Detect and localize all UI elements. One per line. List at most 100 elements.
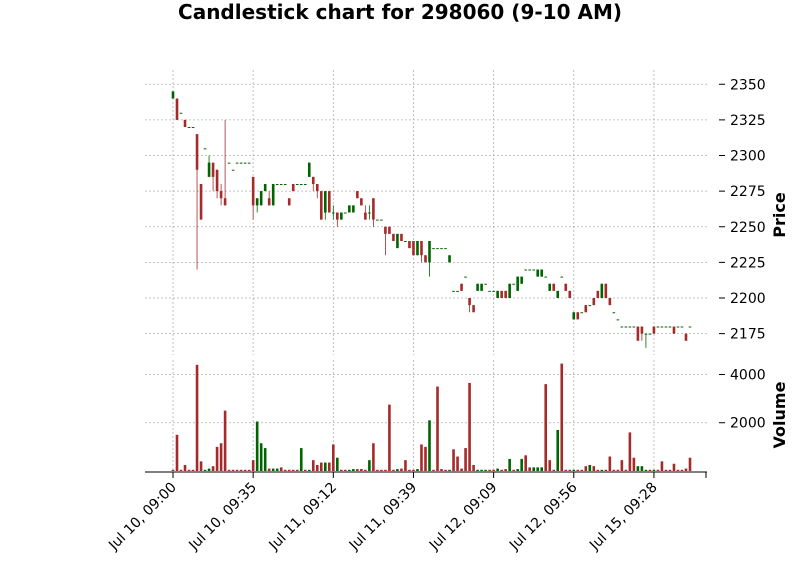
candle-body [632, 326, 636, 328]
candle [227, 162, 231, 164]
candle [628, 326, 632, 328]
candle-body [680, 326, 684, 328]
candle [472, 305, 475, 313]
candle [215, 169, 219, 199]
volume-bar [468, 382, 471, 471]
volume-bar [299, 448, 303, 471]
candle-body [484, 283, 487, 285]
candle-body [628, 326, 632, 328]
candle [596, 290, 600, 298]
candle [616, 319, 620, 321]
volume-bar [332, 444, 335, 471]
volume-bars [171, 363, 692, 471]
volume-bar [219, 443, 223, 471]
candle-body [504, 290, 507, 298]
volume-bar [295, 469, 299, 471]
candle [416, 241, 419, 256]
candle [356, 191, 359, 199]
volume-bar [231, 469, 235, 471]
volume-bar [412, 469, 415, 471]
volume-bar [195, 364, 199, 471]
volume-bar [620, 460, 624, 471]
candle [323, 191, 327, 220]
volume-bar [684, 468, 688, 471]
volume-bar [556, 429, 560, 471]
volume-bar [600, 469, 604, 471]
candle [259, 191, 263, 206]
candle-body [508, 283, 511, 298]
candle [484, 283, 487, 285]
volume-bar [404, 460, 407, 471]
price-tick-label: 2350 [730, 77, 766, 93]
candle [247, 162, 251, 164]
volume-bar [279, 467, 283, 471]
candle [396, 233, 399, 249]
price-tick-label: 2325 [730, 113, 766, 129]
candle-body [432, 248, 435, 250]
volume-bar [291, 469, 295, 471]
candle [191, 127, 195, 128]
candle [544, 276, 548, 278]
volume-bar [315, 464, 319, 471]
volume-bar [251, 460, 255, 471]
volume-bar [580, 469, 584, 471]
candle [552, 283, 556, 291]
volume-bar [420, 444, 423, 471]
candle [660, 326, 664, 328]
candle-body [668, 326, 672, 328]
volume-bar [303, 469, 307, 471]
volume-bar [500, 469, 503, 471]
volume-bar [271, 468, 275, 471]
candle-body [364, 212, 367, 220]
volume-bar [588, 464, 592, 471]
candle-body [584, 305, 588, 313]
candle-body [444, 248, 447, 250]
candle [648, 333, 652, 335]
candle-body [620, 326, 624, 328]
candle-body [239, 162, 243, 164]
candle [636, 326, 640, 341]
candle-body [303, 184, 307, 185]
candle-body [227, 162, 231, 164]
candle-body [544, 276, 548, 278]
candle-body [660, 326, 664, 328]
volume-bar [464, 448, 467, 471]
candle-body [520, 276, 523, 284]
volume-bar [444, 469, 447, 471]
candle-body [263, 184, 267, 192]
candle-body [380, 219, 383, 221]
candle-body [572, 312, 576, 320]
candle [271, 184, 275, 206]
volume-bar [235, 469, 239, 471]
candle-body [652, 326, 656, 334]
candle-body [287, 198, 291, 206]
candle [307, 162, 311, 177]
candle-body [187, 127, 191, 128]
candle [536, 269, 540, 277]
volume-bar [307, 469, 311, 471]
volume-bar [456, 456, 459, 471]
candle [500, 290, 503, 298]
volume-bar [636, 466, 640, 471]
volume-bar [484, 469, 487, 471]
volume-bar [624, 469, 628, 471]
candle [540, 269, 544, 277]
candle-body [420, 241, 423, 256]
volume-bar [211, 466, 215, 471]
candle [408, 241, 411, 249]
volume-bar [592, 466, 596, 471]
candle-body [492, 290, 495, 292]
candle-body [400, 233, 403, 241]
volume-bar [628, 432, 632, 471]
x-tick-label: Jul 10, 09:00 [105, 480, 180, 555]
candle-body [608, 298, 612, 306]
volume-bar [480, 469, 483, 471]
volume-bar [548, 460, 552, 471]
candle [492, 290, 495, 292]
volume-bar [512, 469, 515, 471]
candle-body [552, 283, 556, 291]
candle [420, 241, 423, 263]
candle [488, 290, 491, 292]
volume-bar [504, 469, 507, 471]
